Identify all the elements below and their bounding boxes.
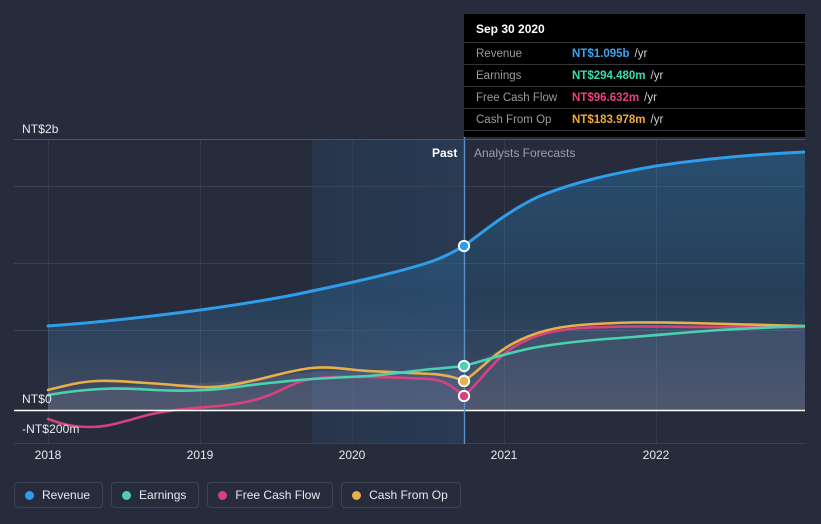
chart-tooltip: Sep 30 2020 Revenue NT$1.095b /yr Earnin… [464, 14, 805, 137]
legend-label-revenue: Revenue [42, 488, 91, 502]
marker-earnings [457, 359, 471, 373]
y-axis-label-top: NT$2b [22, 122, 59, 136]
chart-legend: Revenue Earnings Free Cash Flow Cash Fro… [14, 482, 461, 508]
highlight-markers [457, 239, 471, 403]
tooltip-label-cash-from-op: Cash From Op [476, 114, 552, 126]
tooltip-row-free-cash-flow: Free Cash Flow NT$96.632m /yr [464, 86, 805, 108]
series-line-cash-from-op [46, 321, 805, 392]
tooltip-title: Sep 30 2020 [476, 22, 545, 36]
tooltip-label-revenue: Revenue [476, 48, 523, 60]
legend-label-earnings: Earnings [139, 488, 187, 502]
tooltip-label-free-cash-flow: Free Cash Flow [476, 92, 558, 104]
x-axis-tick-2020: 2020 [338, 448, 366, 462]
tooltip-label-earnings: Earnings [476, 70, 522, 82]
legend-item-revenue[interactable]: Revenue [14, 482, 104, 508]
revenue-area [48, 152, 805, 410]
y-axis-label-zero: NT$0 [22, 392, 52, 406]
tooltip-value-revenue: NT$1.095b [572, 48, 630, 60]
legend-label-free-cash-flow: Free Cash Flow [235, 488, 321, 502]
legend-item-cash-from-op[interactable]: Cash From Op [341, 482, 461, 508]
legend-dot-revenue-icon [25, 490, 34, 500]
legend-dot-free-cash-flow-icon [218, 490, 228, 500]
tooltip-value-free-cash-flow: NT$96.632m [572, 92, 640, 104]
tooltip-row-revenue: Revenue NT$1.095b /yr [464, 42, 805, 64]
series-line-earnings [46, 324, 805, 397]
legend-label-cash-from-op: Cash From Op [369, 488, 448, 502]
tooltip-value-cash-from-op: NT$183.978m [572, 114, 646, 126]
tooltip-value-earnings: NT$294.480m [572, 70, 646, 82]
marker-revenue [457, 239, 471, 253]
legend-item-earnings[interactable]: Earnings [111, 482, 200, 508]
x-axis-tick-2018: 2018 [34, 448, 62, 462]
series-line-free-cash-flow [46, 325, 805, 429]
series-line-revenue [46, 150, 805, 328]
legend-dot-earnings-icon [122, 490, 132, 500]
tooltip-unit-cash-from-op: /yr [650, 114, 664, 126]
x-axis-tick-2022: 2022 [642, 448, 670, 462]
legend-item-free-cash-flow[interactable]: Free Cash Flow [207, 482, 334, 508]
y-axis-label-bottom: -NT$200m [22, 422, 80, 436]
tooltip-row-cash-from-op: Cash From Op NT$183.978m /yr [464, 108, 805, 131]
marker-free-cash-flow [457, 389, 471, 403]
legend-dot-cash-from-op-icon [352, 490, 362, 500]
tooltip-row-earnings: Earnings NT$294.480m /yr [464, 64, 805, 86]
marker-cash-from-op [457, 374, 471, 388]
x-axis-tick-2019: 2019 [186, 448, 214, 462]
cashflow-area [48, 325, 805, 410]
tooltip-unit-earnings: /yr [650, 70, 664, 82]
past-label: Past [432, 146, 458, 160]
tooltip-unit-revenue: /yr [634, 48, 648, 60]
forecast-label: Analysts Forecasts [474, 146, 576, 160]
tooltip-unit-free-cash-flow: /yr [644, 92, 657, 104]
x-axis-tick-2021: 2021 [490, 448, 518, 462]
